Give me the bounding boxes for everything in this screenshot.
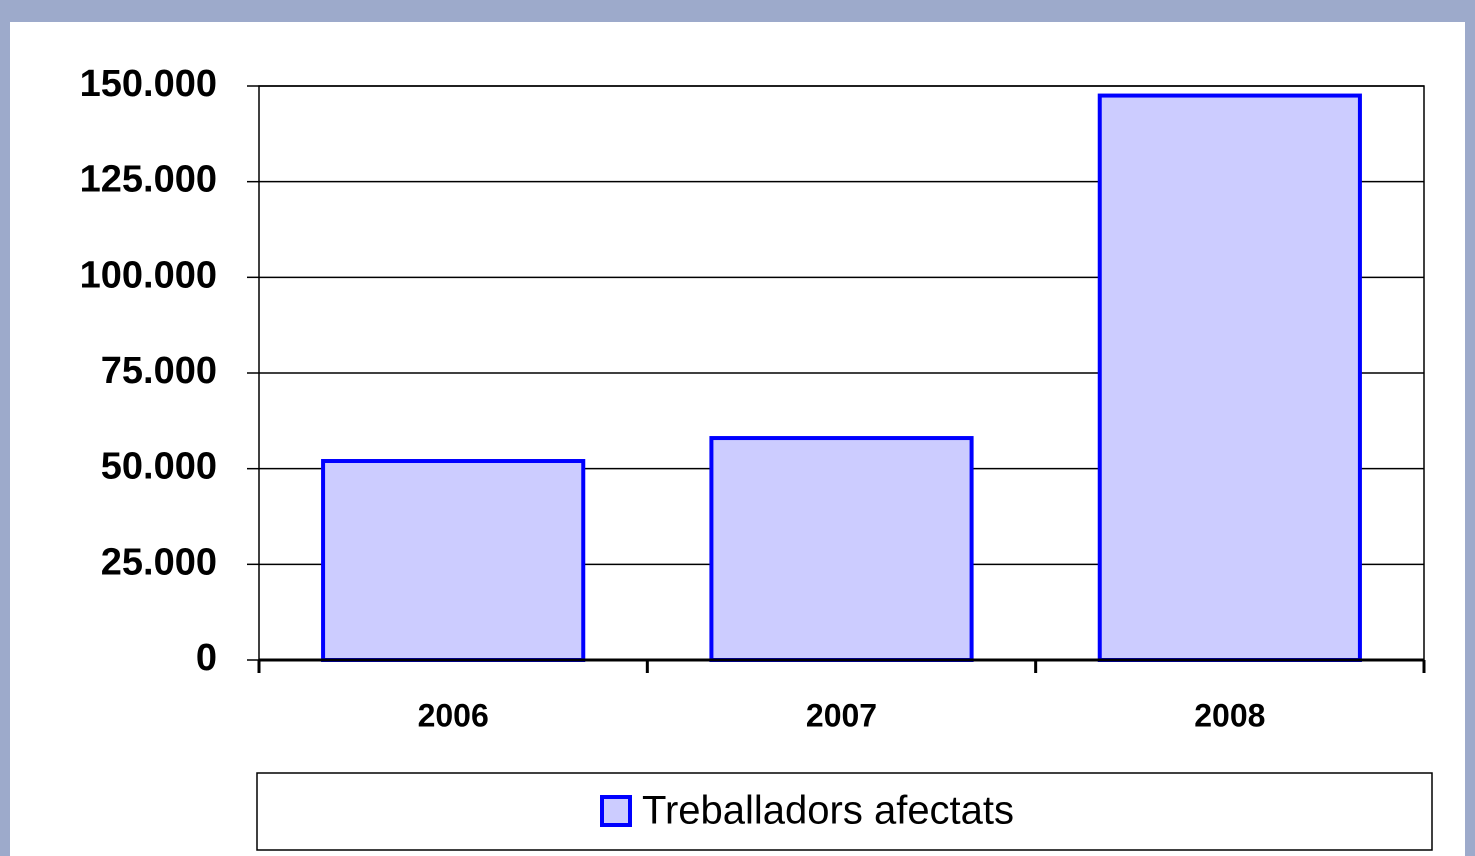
x-tick-label: 2007: [806, 697, 877, 733]
y-tick-label: 75.000: [101, 350, 217, 392]
legend-swatch: [600, 795, 632, 827]
x-tick-label: 2008: [1194, 697, 1265, 733]
y-tick-label: 125.000: [80, 159, 217, 201]
y-tick-label: 0: [196, 637, 217, 679]
bar: [1097, 93, 1362, 663]
bar: [321, 459, 586, 662]
y-tick-label: 150.000: [80, 63, 217, 105]
bar: [709, 436, 974, 663]
legend-label: Treballadors afectats: [642, 789, 1014, 833]
y-tick-label: 50.000: [101, 446, 217, 488]
y-tick-label: 25.000: [101, 541, 217, 583]
y-tick-label: 100.000: [80, 254, 217, 296]
legend-box: [256, 772, 1433, 851]
x-tick-label: 2006: [418, 697, 489, 733]
